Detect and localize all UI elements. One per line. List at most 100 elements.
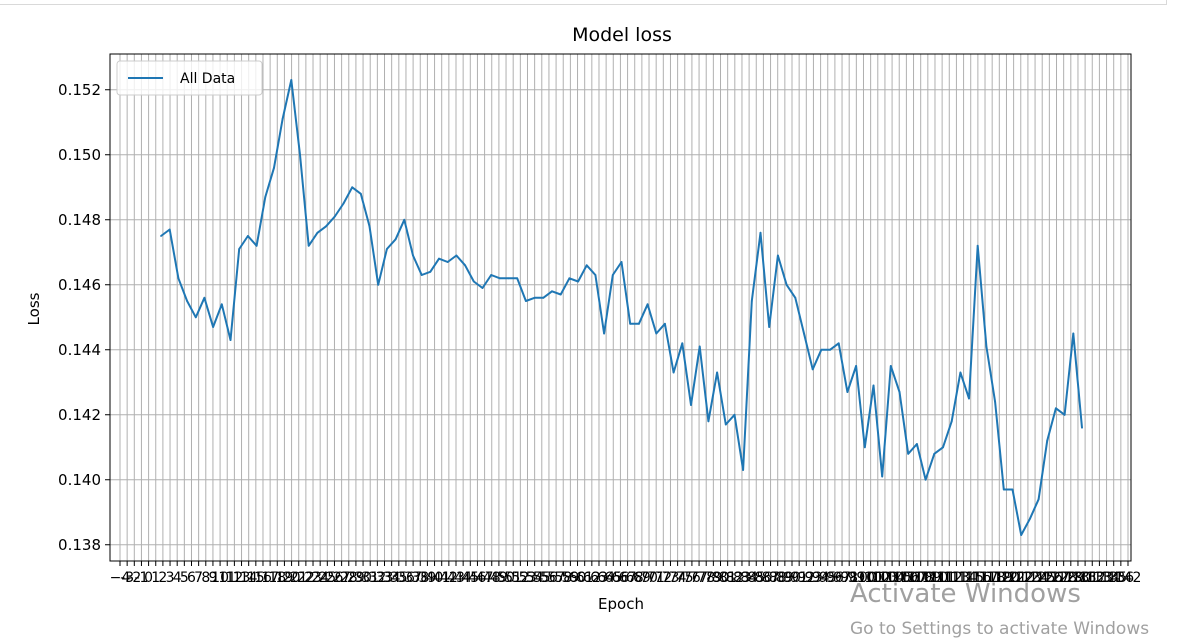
x-tick-label: 67 bbox=[619, 570, 637, 586]
x-tick-label: 85 bbox=[747, 570, 765, 586]
x-tick-label: 17 bbox=[261, 570, 279, 586]
data-point bbox=[533, 296, 536, 299]
x-tick-label: 132 bbox=[1079, 570, 1106, 586]
x-tick-label: 81 bbox=[719, 570, 737, 586]
data-point bbox=[863, 446, 866, 449]
x-tick-label: 23 bbox=[304, 570, 322, 586]
data-point bbox=[1046, 439, 1049, 442]
x-tick-label: 80 bbox=[712, 570, 730, 586]
x-tick-label: 48 bbox=[483, 570, 501, 586]
data-point bbox=[916, 443, 918, 445]
x-tick-label: 125 bbox=[1029, 570, 1056, 586]
data-point bbox=[1011, 488, 1014, 491]
x-tick-label: 24 bbox=[311, 570, 329, 586]
data-point bbox=[1029, 517, 1031, 520]
x-tick-label: 74 bbox=[669, 570, 687, 586]
data-point bbox=[829, 348, 831, 351]
data-point bbox=[638, 322, 640, 325]
x-tick-label: 34 bbox=[383, 570, 401, 586]
data-point bbox=[438, 257, 440, 260]
data-point bbox=[942, 446, 944, 449]
x-tick-label: 82 bbox=[726, 570, 744, 586]
data-point bbox=[472, 280, 475, 283]
y-tick-label: 0.148 bbox=[58, 211, 101, 229]
x-tick-label: 12 bbox=[225, 570, 243, 586]
x-tick-label: 49 bbox=[490, 570, 508, 586]
data-point bbox=[690, 404, 692, 406]
x-tick-label: 112 bbox=[936, 570, 963, 586]
x-tick-label: 21 bbox=[290, 570, 308, 586]
data-point bbox=[307, 244, 310, 247]
data-point bbox=[611, 274, 614, 276]
x-tick-label: 60 bbox=[569, 570, 587, 586]
x-tick-label: 110 bbox=[922, 570, 949, 586]
x-tick-label: 36 bbox=[397, 570, 415, 586]
data-point bbox=[950, 420, 953, 423]
data-point bbox=[742, 469, 744, 471]
data-point bbox=[985, 345, 988, 348]
data-point bbox=[386, 248, 388, 250]
x-tick-label: 58 bbox=[554, 570, 572, 586]
x-tick-label: 103 bbox=[872, 570, 899, 586]
x-tick-label: 8 bbox=[201, 570, 210, 586]
legend-box bbox=[116, 60, 263, 96]
data-point bbox=[750, 300, 753, 302]
x-tick-label: 43 bbox=[447, 570, 465, 586]
data-point bbox=[724, 423, 727, 426]
data-point bbox=[420, 274, 423, 276]
y-tick-label: 0.150 bbox=[58, 146, 101, 164]
x-tick-label: 129 bbox=[1057, 570, 1084, 586]
data-point bbox=[325, 225, 327, 228]
data-point bbox=[499, 277, 501, 280]
data-point bbox=[1081, 426, 1083, 429]
x-tick-label: 13 bbox=[233, 570, 251, 586]
x-tick-label: 84 bbox=[740, 570, 758, 586]
x-tick-label: 119 bbox=[986, 570, 1013, 586]
data-point bbox=[168, 228, 171, 231]
data-point bbox=[646, 303, 649, 306]
x-tick-label: -3 bbox=[120, 570, 134, 586]
x-tick-label: 126 bbox=[1036, 570, 1063, 586]
x-tick-label: 41 bbox=[433, 570, 451, 586]
x-tick-label: 93 bbox=[805, 570, 823, 586]
data-point bbox=[238, 248, 241, 250]
y-gridlines bbox=[110, 89, 1131, 546]
x-tick-label: 127 bbox=[1043, 570, 1070, 586]
x-tick-label: -2 bbox=[127, 570, 141, 586]
x-tick-label: 26 bbox=[326, 570, 344, 586]
window-frame-line bbox=[0, 0, 1167, 5]
x-tick-label: 131 bbox=[1072, 570, 1099, 586]
x-tick-label: 55 bbox=[533, 570, 551, 586]
data-point bbox=[403, 218, 406, 221]
data-point bbox=[959, 371, 962, 374]
x-tick-label: 99 bbox=[847, 570, 865, 586]
data-point bbox=[759, 231, 762, 234]
data-point bbox=[846, 391, 849, 393]
data-point bbox=[837, 342, 840, 345]
data-point bbox=[811, 368, 814, 371]
x-tick-label: 118 bbox=[979, 570, 1006, 586]
chart-title: Model loss bbox=[572, 24, 672, 46]
x-tick-label: 88 bbox=[769, 570, 787, 586]
x-tick-label: -1 bbox=[134, 570, 148, 586]
x-axis-ticks: −4-3-2-101234567891011121314151617181920… bbox=[110, 561, 1141, 586]
x-tick-label: 15 bbox=[247, 570, 265, 586]
data-point bbox=[177, 277, 180, 280]
x-tick-label: 108 bbox=[907, 570, 934, 586]
x-tick-label: 96 bbox=[826, 570, 844, 586]
data-point bbox=[264, 196, 267, 198]
x-tick-label: 22 bbox=[297, 570, 315, 586]
data-point bbox=[290, 79, 293, 81]
data-point bbox=[525, 300, 527, 302]
data-point bbox=[316, 231, 319, 234]
plot-frame bbox=[109, 53, 1132, 562]
data-point bbox=[559, 293, 562, 296]
data-point bbox=[733, 413, 736, 416]
series-layer bbox=[160, 79, 1083, 536]
x-tick-label: 102 bbox=[864, 570, 891, 586]
data-point bbox=[664, 322, 666, 325]
x-tick-label: 100 bbox=[850, 570, 877, 586]
x-tick-label: 130 bbox=[1065, 570, 1092, 586]
x-tick-label: 106 bbox=[893, 570, 920, 586]
x-tick-label: 27 bbox=[333, 570, 351, 586]
